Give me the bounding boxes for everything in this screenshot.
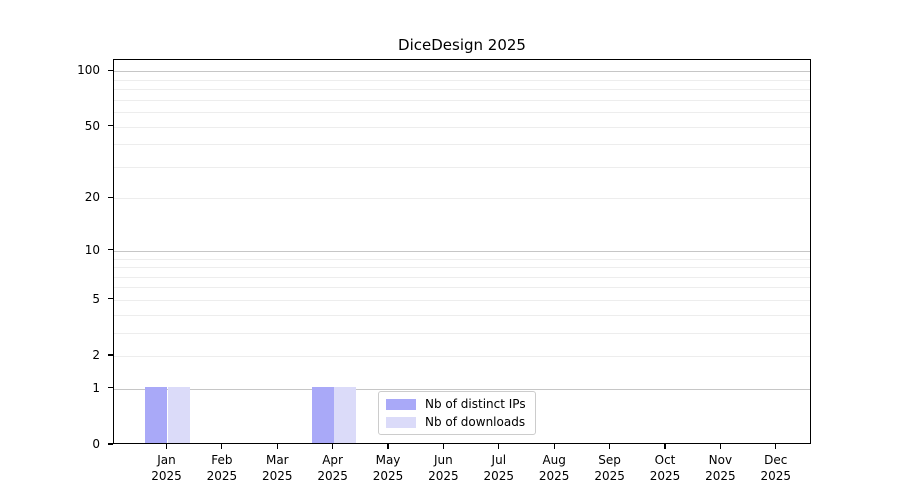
legend-entry-distinct-ips: Nb of distinct IPs (386, 397, 526, 411)
chart-title: DiceDesign 2025 (398, 36, 526, 54)
y-tick-label: 50 (84, 118, 100, 133)
x-tick-label-aug: Aug 2025 (538, 453, 570, 483)
major-gridline (114, 250, 810, 252)
minor-gridline (114, 144, 810, 146)
y-tick-mark (108, 443, 113, 445)
x-tick-label-mar: Mar 2025 (262, 453, 293, 483)
y-tick-label: 20 (84, 190, 100, 205)
minor-gridline (114, 332, 810, 334)
legend-swatch-distinct-ips (386, 398, 416, 410)
x-tick-mark (332, 444, 334, 449)
x-tick-mark (609, 444, 611, 449)
y-tick-label: 2 (92, 348, 100, 362)
y-tick-mark (108, 196, 113, 198)
minor-gridline (114, 112, 810, 114)
y-tick-mark (108, 125, 113, 127)
x-tick-label-may: May 2025 (372, 453, 404, 483)
y-tick-label: 5 (92, 291, 100, 306)
x-tick-label-jun: Jun 2025 (428, 453, 459, 483)
legend-label-downloads: Nb of downloads (425, 415, 526, 429)
y-tick-mark (108, 298, 113, 300)
x-tick-mark (387, 444, 389, 449)
x-tick-label-sep: Sep 2025 (594, 453, 625, 483)
y-tick-label: 10 (84, 242, 100, 257)
minor-gridline (114, 89, 810, 91)
bar-jan-downloads (167, 386, 190, 443)
y-tick-label: 1 (92, 380, 100, 395)
x-tick-mark (719, 444, 721, 449)
plot-area (113, 59, 811, 444)
x-tick-mark (498, 444, 500, 449)
x-tick-label-jan: Jan 2025 (151, 453, 182, 483)
x-tick-mark (221, 444, 223, 449)
x-tick-mark (553, 444, 555, 449)
bar-jan-distinct-ips (145, 386, 168, 443)
x-tick-label-apr: Apr 2025 (317, 453, 348, 483)
minor-gridline (114, 267, 810, 268)
y-tick-label: 100 (77, 63, 100, 78)
legend-swatch-downloads (386, 416, 416, 428)
legend-label-distinct-ips: Nb of distinct IPs (425, 397, 526, 411)
x-tick-mark (442, 444, 444, 449)
minor-gridline (114, 166, 810, 168)
minor-gridline (114, 276, 810, 278)
x-tick-label-jul: Jul 2025 (483, 453, 515, 483)
y-tick-mark (108, 354, 113, 356)
y-tick-mark (108, 249, 113, 251)
minor-gridline (114, 314, 810, 316)
x-tick-label-nov: Nov 2025 (705, 453, 736, 483)
y-tick-mark (108, 387, 113, 389)
minor-gridline (114, 356, 810, 357)
y-tick-label: 0 (92, 437, 100, 451)
minor-gridline (114, 299, 810, 301)
minor-gridline (114, 79, 810, 81)
major-gridline (114, 388, 810, 390)
legend: Nb of distinct IPs Nb of downloads (378, 391, 536, 435)
x-tick-label-feb: Feb 2025 (206, 453, 238, 483)
x-tick-mark (276, 444, 278, 449)
x-tick-label-oct: Oct 2025 (649, 453, 681, 483)
bar-apr-distinct-ips (311, 386, 334, 443)
y-tick-mark (108, 69, 113, 71)
minor-gridline (114, 198, 810, 200)
minor-gridline (114, 258, 810, 260)
x-tick-mark (775, 444, 777, 449)
legend-entry-downloads: Nb of downloads (386, 415, 526, 429)
major-gridline (114, 71, 810, 73)
minor-gridline (114, 126, 810, 128)
x-tick-mark (165, 444, 168, 449)
minor-gridline (114, 99, 810, 101)
x-tick-label-dec: Dec 2025 (760, 453, 792, 483)
x-tick-mark (664, 444, 666, 449)
minor-gridline (114, 287, 810, 289)
bar-apr-downloads (333, 386, 356, 443)
